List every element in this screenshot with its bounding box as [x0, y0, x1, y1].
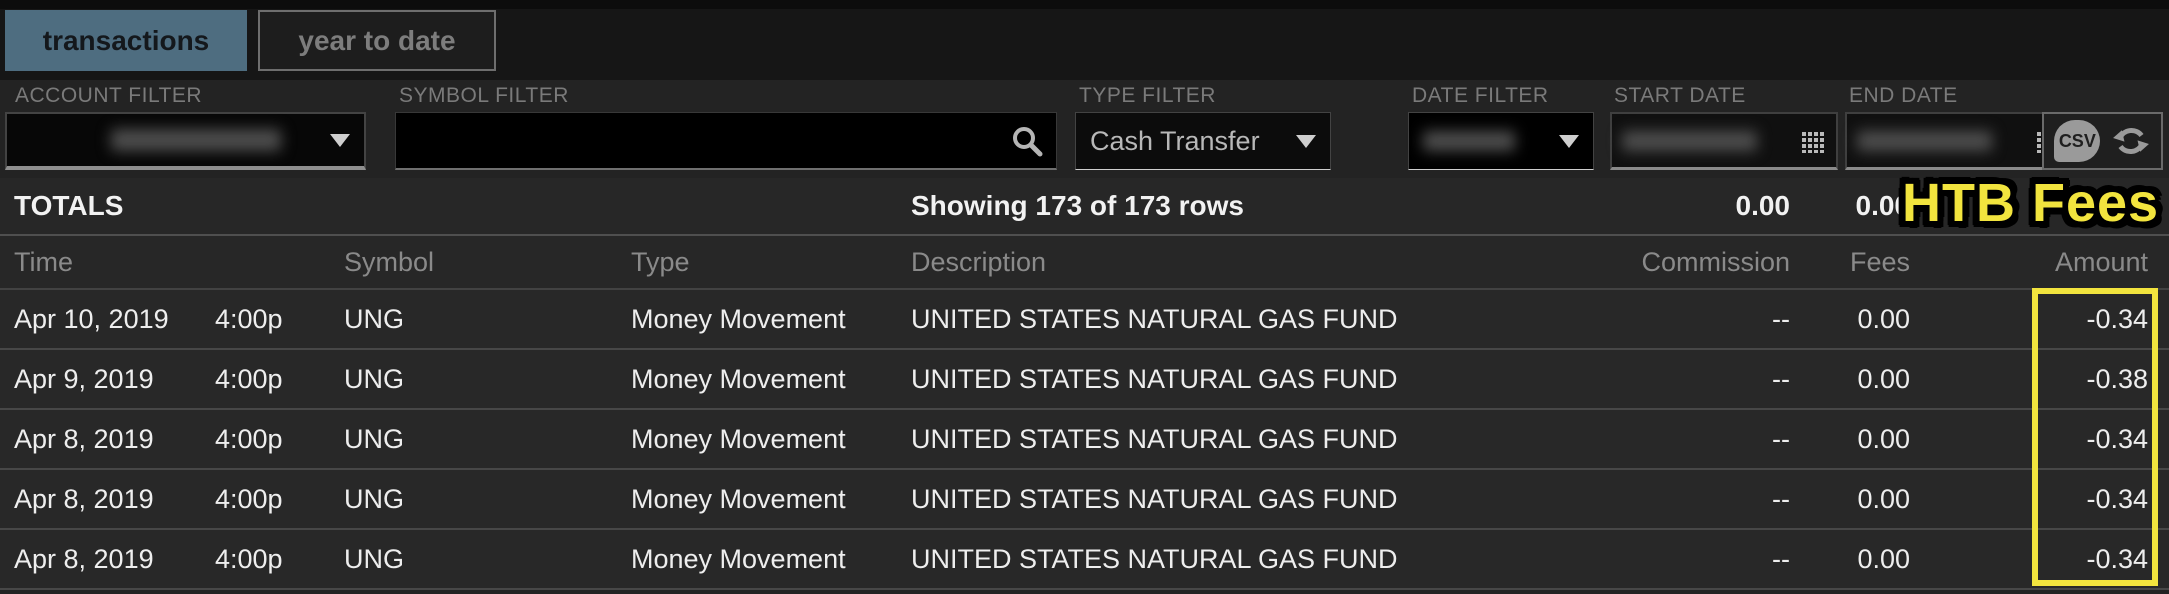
column-header-fees[interactable]: Fees — [1849, 246, 1910, 277]
transaction-time: 4:00p — [215, 363, 283, 394]
cell-amount: -0.34 — [2086, 483, 2148, 514]
table-row[interactable]: Apr 10, 2019 4:00p UNG Money Movement UNI… — [0, 290, 2169, 350]
cell-symbol: UNG — [344, 363, 404, 394]
cell-fees: 0.00 — [1857, 483, 1910, 514]
transaction-time: 4:00p — [215, 483, 283, 514]
filter-bar: ACCOUNT FILTER SYMBOL FILTER TYPE FILTER — [0, 80, 2169, 178]
account-filter-dropdown[interactable] — [5, 112, 366, 170]
cell-time: Apr 10, 2019 4:00p — [0, 304, 344, 335]
cell-commission: -- — [1772, 543, 1790, 574]
cell-time: Apr 9, 2019 4:00p — [0, 364, 344, 395]
tab-year-to-date[interactable]: year to date — [258, 10, 496, 71]
cell-amount: -0.38 — [2086, 363, 2148, 394]
cell-commission: -- — [1772, 483, 1790, 514]
transaction-time: 4:00p — [215, 423, 283, 454]
transaction-date: Apr 10, 2019 — [14, 303, 169, 334]
cell-type: Money Movement — [631, 483, 846, 514]
cell-description: UNITED STATES NATURAL GAS FUND — [911, 363, 1398, 394]
cell-symbol: UNG — [344, 543, 404, 574]
transaction-date: Apr 8, 2019 — [14, 423, 154, 454]
column-header-type[interactable]: Type — [631, 246, 690, 277]
redacted-end-date-value — [1857, 130, 1992, 151]
transaction-date: Apr 8, 2019 — [14, 543, 154, 574]
cell-symbol: UNG — [344, 303, 404, 334]
column-header-time[interactable]: Time — [14, 246, 73, 277]
totals-row: TOTALS Showing 173 of 173 rows 0.00 0.00 — [0, 178, 2169, 236]
column-header-commission[interactable]: Commission — [1641, 246, 1790, 277]
table-body: Apr 10, 2019 4:00p UNG Money Movement UNI… — [0, 290, 2169, 590]
account-filter-label: ACCOUNT FILTER — [15, 84, 203, 107]
cell-type: Money Movement — [631, 363, 846, 394]
totals-commission: 0.00 — [1735, 190, 1791, 221]
type-filter-label: TYPE FILTER — [1079, 84, 1216, 107]
cell-symbol: UNG — [344, 483, 404, 514]
calendar-icon[interactable] — [1800, 128, 1826, 154]
cell-commission: -- — [1772, 423, 1790, 454]
chevron-down-icon — [1559, 134, 1579, 148]
cell-description: UNITED STATES NATURAL GAS FUND — [911, 483, 1398, 514]
table-row[interactable]: Apr 8, 2019 4:00p UNG Money Movement UNIT… — [0, 410, 2169, 470]
cell-commission: -- — [1772, 303, 1790, 334]
cell-description: UNITED STATES NATURAL GAS FUND — [911, 303, 1398, 334]
cell-amount: -0.34 — [2086, 423, 2148, 454]
table-row[interactable]: Apr 8, 2019 4:00p UNG Money Movement UNIT… — [0, 470, 2169, 530]
cell-time: Apr 8, 2019 4:00p — [0, 424, 344, 455]
cell-type: Money Movement — [631, 543, 846, 574]
cell-commission: -- — [1772, 363, 1790, 394]
cell-time: Apr 8, 2019 4:00p — [0, 484, 344, 515]
chevron-down-icon — [1296, 134, 1316, 148]
type-filter-dropdown[interactable]: Cash Transfer — [1075, 112, 1331, 170]
search-icon — [1010, 124, 1044, 158]
redacted-start-date-value — [1622, 130, 1757, 151]
chevron-down-icon — [330, 133, 350, 147]
redacted-account-value — [111, 129, 281, 151]
row-count-status: Showing 173 of 173 rows — [911, 190, 1244, 221]
transaction-time: 4:00p — [215, 303, 283, 334]
tab-transactions[interactable]: transactions — [5, 10, 247, 71]
cell-fees: 0.00 — [1857, 303, 1910, 334]
cell-time: Apr 8, 2019 4:00p — [0, 544, 344, 575]
cell-fees: 0.00 — [1857, 423, 1910, 454]
date-filter-dropdown[interactable] — [1408, 112, 1594, 170]
cell-fees: 0.00 — [1857, 363, 1910, 394]
export-csv-button[interactable]: CSV — [2054, 120, 2101, 162]
totals-label: TOTALS — [14, 190, 124, 221]
end-date-label: END DATE — [1849, 84, 1958, 107]
cell-description: UNITED STATES NATURAL GAS FUND — [911, 423, 1398, 454]
table-row[interactable]: Apr 9, 2019 4:00p UNG Money Movement UNIT… — [0, 350, 2169, 410]
table-header-row: Time Symbol Type Description Commission … — [0, 236, 2169, 290]
cell-type: Money Movement — [631, 303, 846, 334]
column-header-amount[interactable]: Amount — [2054, 246, 2148, 277]
symbol-filter-label: SYMBOL FILTER — [399, 84, 569, 107]
date-filter-label: DATE FILTER — [1412, 84, 1549, 107]
tab-bar: transactions year to date — [0, 0, 2169, 80]
transaction-time: 4:00p — [215, 543, 283, 574]
transaction-date: Apr 8, 2019 — [14, 483, 154, 514]
cell-symbol: UNG — [344, 423, 404, 454]
cell-amount: -0.34 — [2086, 543, 2148, 574]
cell-type: Money Movement — [631, 423, 846, 454]
start-date-input[interactable] — [1610, 112, 1838, 170]
table-row[interactable]: Apr 8, 2019 4:00p UNG Money Movement UNIT… — [0, 530, 2169, 590]
type-filter-value: Cash Transfer — [1090, 125, 1260, 156]
totals-fees: 0.00 — [1855, 190, 1911, 221]
column-header-symbol[interactable]: Symbol — [344, 246, 435, 277]
start-date-label: START DATE — [1614, 84, 1746, 107]
column-header-description[interactable]: Description — [911, 246, 1047, 277]
redacted-date-filter-value — [1423, 131, 1515, 151]
symbol-filter-input[interactable] — [395, 112, 1057, 170]
refresh-icon[interactable] — [2111, 121, 2151, 161]
cell-description: UNITED STATES NATURAL GAS FUND — [911, 543, 1398, 574]
transaction-date: Apr 9, 2019 — [14, 363, 154, 394]
table-actions-group: CSV — [2042, 112, 2163, 170]
cell-fees: 0.00 — [1857, 543, 1910, 574]
cell-amount: -0.34 — [2086, 303, 2148, 334]
end-date-input[interactable] — [1845, 112, 2073, 170]
